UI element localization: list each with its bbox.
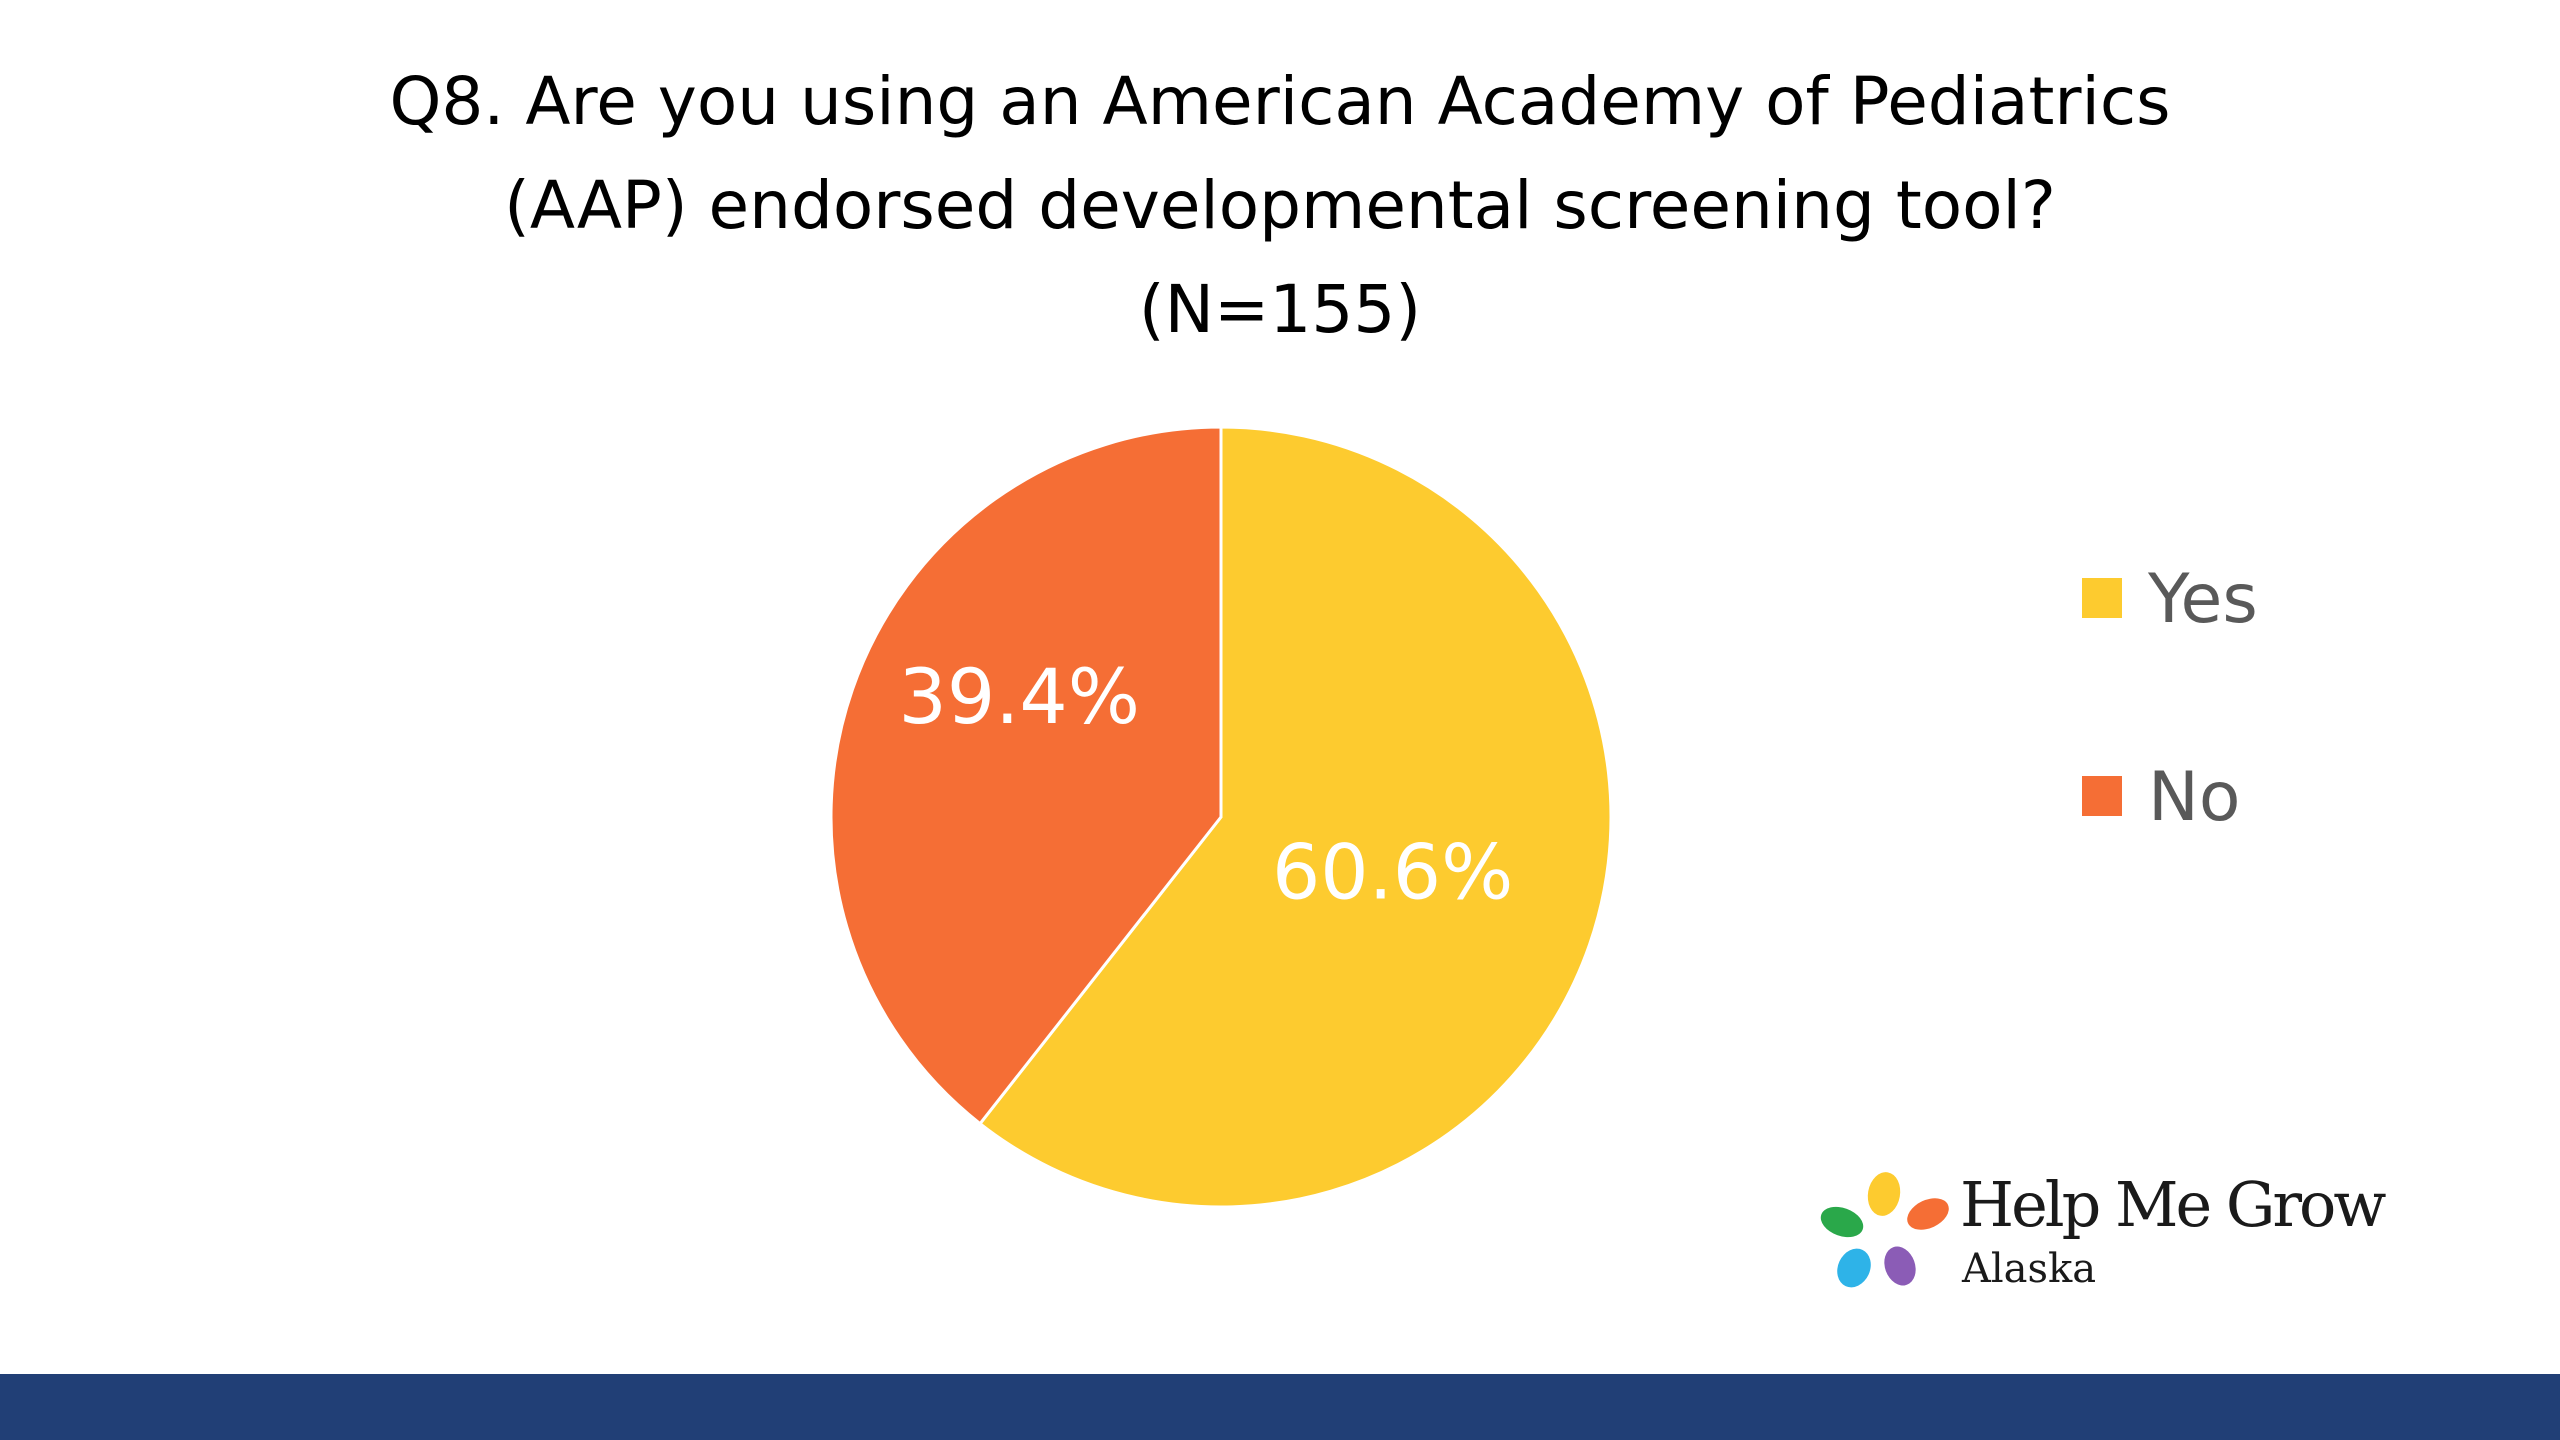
chart-legend: Yes No	[2082, 560, 2258, 837]
pie-data-labels: 60.6% 39.4%	[899, 652, 1514, 916]
pie-slice-yes	[977, 425, 1613, 1209]
logo-petal-purple	[1884, 1246, 1916, 1286]
pie-chart: 60.6% 39.4% Yes No	[829, 425, 2258, 1209]
data-label-no: 39.4%	[899, 652, 1140, 741]
legend-swatch-yes	[2082, 578, 2122, 618]
legend-label-no: No	[2148, 758, 2240, 837]
logo-petal-yellow	[1867, 1172, 1901, 1216]
pie-slices	[829, 425, 1613, 1209]
chart-title-line-3: (N=155)	[1138, 271, 1422, 348]
logo-petal-blue	[1837, 1248, 1871, 1288]
help-me-grow-logo: Help Me Grow Alaska	[1818, 1166, 2398, 1306]
legend-label-yes: Yes	[2147, 560, 2258, 639]
pie-slice-no	[829, 425, 1223, 1126]
logo-petal-green	[1820, 1206, 1864, 1238]
legend-swatch-no	[2082, 776, 2122, 816]
logo-subtitle: Alaska	[1962, 1246, 2097, 1292]
logo-petal-orange	[1907, 1198, 1949, 1230]
data-label-yes: 60.6%	[1272, 827, 1513, 916]
chart-title-line-1: Q8. Are you using an American Academy of…	[389, 63, 2171, 140]
chart-title-line-2: (AAP) endorsed developmental screening t…	[504, 167, 2056, 244]
logo-name: Help Me Grow	[1960, 1168, 2386, 1241]
footer-bar	[0, 1374, 2560, 1440]
flower-logo-icon	[1820, 1172, 1949, 1288]
